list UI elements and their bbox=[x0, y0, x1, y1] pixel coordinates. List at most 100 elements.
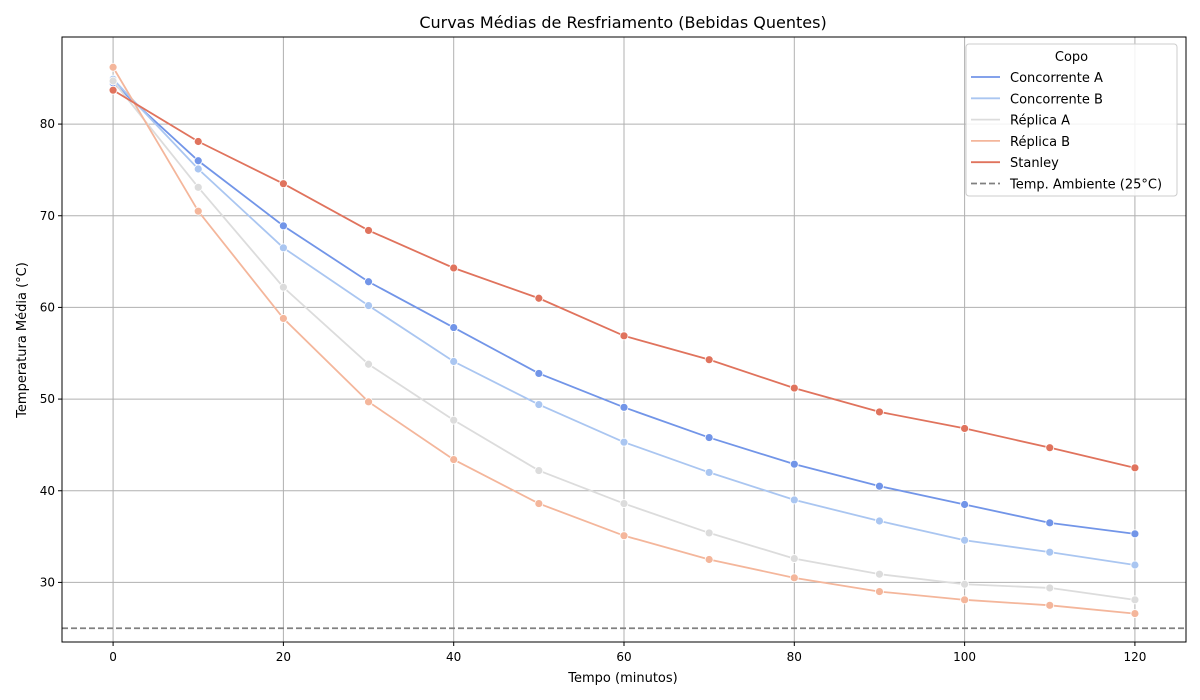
data-point bbox=[1130, 560, 1140, 570]
series-0 bbox=[108, 78, 1140, 539]
data-point bbox=[704, 433, 714, 442]
data-point bbox=[108, 76, 118, 86]
x-tick-label: 60 bbox=[616, 650, 631, 664]
series-1 bbox=[108, 74, 1140, 570]
data-point bbox=[789, 459, 799, 469]
data-point bbox=[960, 579, 970, 589]
legend-item: Temp. Ambiente (25°C) bbox=[971, 178, 1162, 193]
data-point bbox=[193, 156, 203, 166]
legend-title: Copo bbox=[1055, 50, 1088, 65]
data-point bbox=[1045, 600, 1055, 610]
data-point bbox=[1130, 609, 1140, 618]
data-point bbox=[960, 500, 970, 509]
data-point bbox=[449, 455, 459, 464]
y-tick-label: 80 bbox=[40, 117, 55, 131]
y-tick-label: 40 bbox=[40, 484, 55, 498]
x-tick-label: 40 bbox=[446, 650, 461, 664]
legend-label: Temp. Ambiente (25°C) bbox=[1009, 178, 1162, 193]
data-point bbox=[1045, 547, 1055, 557]
data-point bbox=[619, 499, 629, 508]
data-point bbox=[704, 528, 714, 538]
data-point bbox=[619, 437, 629, 447]
grid-lines bbox=[62, 37, 1186, 642]
x-axis-label: Tempo (minutos) bbox=[567, 671, 677, 686]
legend-item: Réplica B bbox=[971, 135, 1070, 150]
data-point bbox=[449, 357, 459, 366]
legend-item: Réplica A bbox=[971, 114, 1070, 129]
y-tick-label: 50 bbox=[40, 392, 55, 406]
data-point bbox=[960, 424, 970, 433]
data-point bbox=[278, 221, 288, 231]
data-point bbox=[1130, 463, 1140, 473]
data-point bbox=[364, 359, 373, 369]
data-point bbox=[449, 263, 459, 273]
data-point bbox=[789, 495, 799, 505]
data-point bbox=[789, 573, 799, 583]
series-layer bbox=[108, 62, 1140, 618]
data-point bbox=[789, 554, 799, 563]
data-point bbox=[875, 569, 884, 579]
data-point bbox=[789, 383, 799, 393]
x-tick-label: 120 bbox=[1123, 650, 1146, 664]
legend-box bbox=[965, 43, 1178, 197]
legend-label: Réplica A bbox=[1010, 114, 1070, 129]
data-point bbox=[619, 531, 629, 541]
y-tick-label: 60 bbox=[40, 300, 55, 314]
data-point bbox=[1130, 595, 1140, 605]
data-point bbox=[278, 314, 288, 323]
data-point bbox=[364, 277, 373, 287]
data-point bbox=[108, 62, 118, 72]
data-point bbox=[534, 466, 544, 475]
series-4 bbox=[108, 85, 1140, 473]
data-point bbox=[193, 137, 203, 146]
data-point bbox=[1045, 583, 1055, 593]
data-point bbox=[875, 516, 884, 526]
data-point bbox=[1045, 443, 1055, 453]
legend-item: Stanley bbox=[971, 156, 1059, 171]
data-point bbox=[534, 400, 544, 409]
data-point bbox=[704, 355, 714, 365]
x-tick-label: 0 bbox=[109, 650, 117, 664]
legend-label: Stanley bbox=[1010, 156, 1059, 171]
series-2 bbox=[108, 76, 1140, 605]
data-point bbox=[875, 407, 884, 417]
data-point bbox=[534, 499, 544, 508]
x-axis-ticks: 0 20 40 60 80 100 120 bbox=[109, 642, 1146, 664]
legend-label: Concorrente A bbox=[1010, 71, 1103, 86]
data-point bbox=[1045, 518, 1055, 528]
data-point bbox=[278, 179, 288, 189]
chart-title: Curvas Médias de Resfriamento (Bebidas Q… bbox=[419, 13, 826, 32]
legend: Copo Concorrente A Concorrente B Réplica A… bbox=[965, 43, 1178, 197]
data-point bbox=[960, 535, 970, 545]
data-point bbox=[193, 206, 203, 216]
y-tick-label: 30 bbox=[40, 575, 55, 589]
series-3 bbox=[108, 62, 1140, 618]
data-point bbox=[449, 415, 459, 425]
legend-item: Concorrente A bbox=[971, 71, 1103, 86]
data-point bbox=[534, 369, 544, 378]
y-tick-label: 70 bbox=[40, 209, 55, 223]
data-point bbox=[875, 587, 884, 596]
data-point bbox=[278, 243, 288, 253]
legend-label: Concorrente B bbox=[1010, 92, 1103, 107]
legend-label: Réplica B bbox=[1010, 135, 1070, 150]
data-point bbox=[364, 301, 373, 310]
data-point bbox=[278, 282, 288, 292]
data-point bbox=[449, 323, 459, 332]
data-point bbox=[704, 555, 714, 564]
data-point bbox=[193, 164, 203, 174]
data-point bbox=[704, 468, 714, 477]
data-point bbox=[619, 331, 629, 341]
y-axis-label: Temperatura Média (°C) bbox=[15, 262, 30, 419]
data-point bbox=[364, 226, 373, 235]
data-point bbox=[875, 481, 884, 491]
x-tick-label: 100 bbox=[953, 650, 976, 664]
data-point bbox=[193, 182, 203, 192]
data-point bbox=[534, 293, 544, 303]
legend-item: Concorrente B bbox=[971, 92, 1103, 107]
data-point bbox=[1130, 529, 1140, 539]
y-axis-ticks: 30 40 50 60 70 80 bbox=[40, 117, 62, 589]
data-point bbox=[960, 595, 970, 605]
data-point bbox=[108, 85, 118, 95]
